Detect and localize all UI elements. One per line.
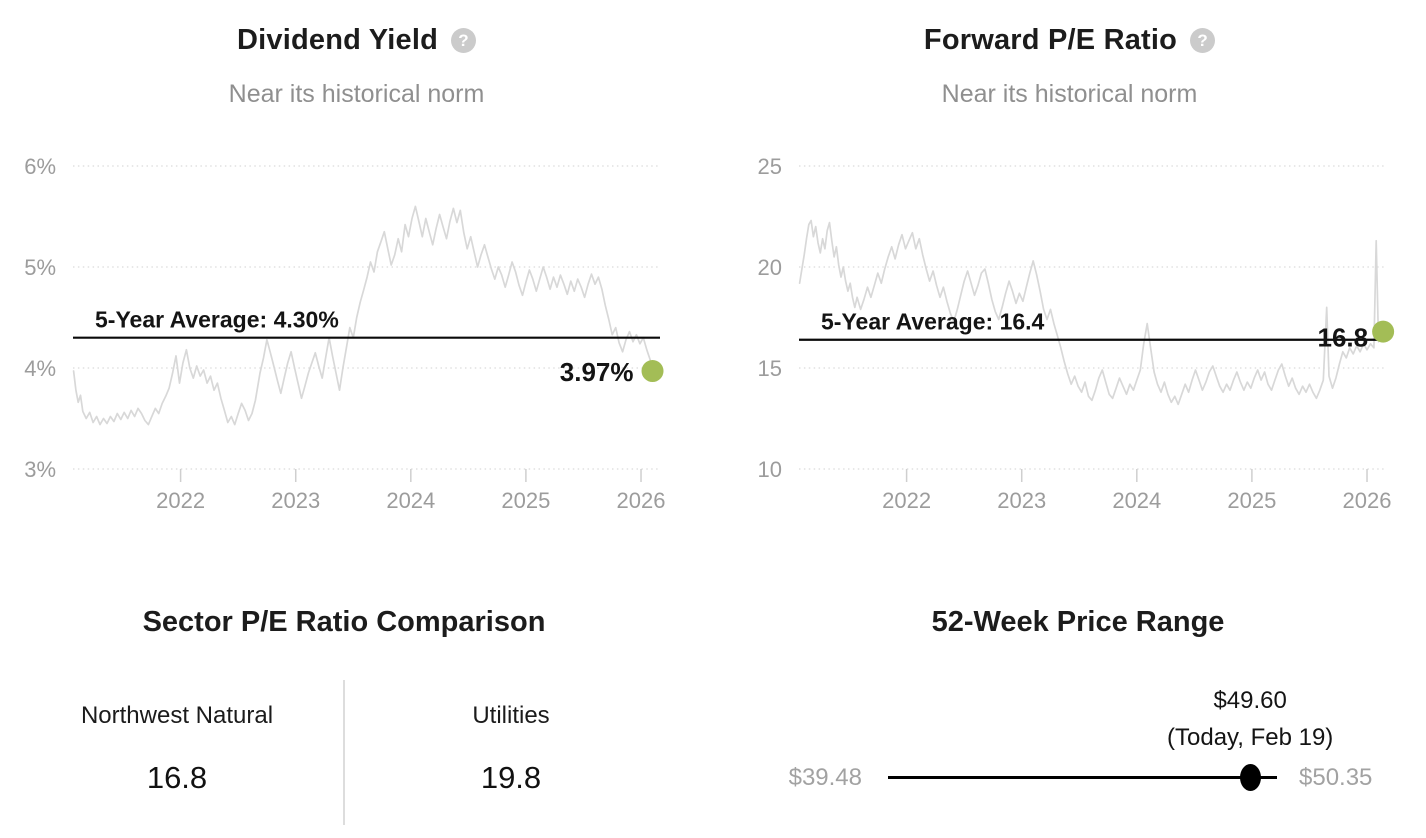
price-range-title: 52-Week Price Range bbox=[931, 606, 1225, 638]
dividend-yield-title-row: Dividend Yield ? bbox=[0, 24, 713, 57]
x-axis-label: 2026 bbox=[617, 488, 666, 513]
x-axis-label: 2023 bbox=[271, 488, 320, 513]
series-line bbox=[72, 205, 654, 426]
average-label: 5-Year Average: 4.30% bbox=[95, 307, 339, 333]
y-axis-label: 15 bbox=[758, 356, 782, 381]
current-price-date: (Today, Feb 19) bbox=[1167, 724, 1334, 751]
x-axis-label: 2023 bbox=[997, 488, 1046, 513]
x-axis-label: 2024 bbox=[1112, 488, 1161, 513]
dividend-yield-panel: Dividend Yield ? Near its historical nor… bbox=[0, 0, 713, 560]
forward-pe-panel: Forward P/E Ratio ? Near its historical … bbox=[713, 0, 1426, 560]
x-axis-label: 2025 bbox=[501, 488, 550, 513]
range-low-label: $39.48 bbox=[788, 764, 862, 791]
dividend-yield-title: Dividend Yield bbox=[236, 24, 438, 56]
current-value-dot bbox=[1372, 320, 1395, 343]
sector-comparison-title: Sector P/E Ratio Comparison bbox=[142, 606, 546, 638]
series-line bbox=[798, 219, 1384, 406]
help-icon[interactable]: ? bbox=[1190, 28, 1216, 53]
current-value-label: 16.8 bbox=[1318, 323, 1369, 353]
current-price-callout: $49.60 (Today, Feb 19) bbox=[1090, 682, 1410, 756]
y-axis-label: 5% bbox=[24, 255, 56, 280]
range-track bbox=[888, 764, 1277, 791]
sector-column-label: Northwest Natural bbox=[80, 702, 274, 729]
x-axis-label: 2024 bbox=[386, 488, 435, 513]
x-axis-label: 2022 bbox=[882, 488, 931, 513]
range-dot bbox=[1239, 764, 1261, 791]
y-axis-label: 25 bbox=[758, 154, 782, 179]
y-axis-label: 4% bbox=[24, 356, 56, 381]
forward-pe-title-row: Forward P/E Ratio ? bbox=[713, 24, 1426, 57]
forward-pe-chart: 25 20 15 10 2022 2023 2024 2025 2026 5-Year Avera… bbox=[758, 154, 1395, 513]
x-axis-label: 2025 bbox=[1227, 488, 1276, 513]
current-price-label: $49.60 bbox=[1213, 687, 1287, 714]
forward-pe-title: Forward P/E Ratio bbox=[923, 24, 1178, 56]
sector-column-label: Utilities bbox=[472, 702, 550, 729]
y-axis-label: 20 bbox=[758, 255, 782, 280]
x-axis-label: 2026 bbox=[1343, 488, 1392, 513]
x-axis-label: 2022 bbox=[156, 488, 205, 513]
range-high-label: $50.35 bbox=[1299, 764, 1373, 791]
dividend-yield-chart: 6% 5% 4% 3% 2022 2023 2024 2025 2026 5-Year Avera… bbox=[24, 154, 666, 513]
current-value-label: 3.97% bbox=[560, 357, 634, 387]
forward-pe-subtitle: Near its historical norm bbox=[941, 80, 1198, 108]
y-axis-label: 6% bbox=[24, 154, 56, 179]
sector-column-value: 19.8 bbox=[480, 760, 542, 795]
dividend-yield-subtitle: Near its historical norm bbox=[228, 80, 485, 108]
average-label: 5-Year Average: 16.4 bbox=[821, 309, 1045, 335]
column-divider bbox=[343, 680, 345, 825]
y-axis-label: 10 bbox=[758, 457, 782, 482]
current-value-dot bbox=[641, 360, 664, 383]
y-axis-label: 3% bbox=[24, 457, 56, 482]
help-icon[interactable]: ? bbox=[451, 28, 476, 53]
sector-column-value: 16.8 bbox=[146, 760, 208, 795]
